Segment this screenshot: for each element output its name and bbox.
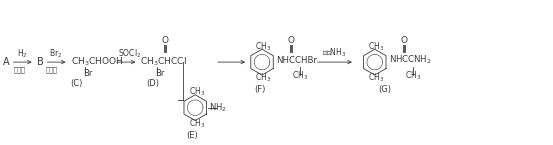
Text: SOCl$_2$: SOCl$_2$ [118, 48, 142, 60]
Text: Br: Br [84, 69, 93, 78]
Text: CH$_3$: CH$_3$ [368, 40, 384, 52]
Text: 催化剂: 催化剂 [14, 67, 25, 73]
Text: CH$_3$: CH$_3$ [255, 40, 271, 52]
Text: (E): (E) [186, 131, 198, 140]
Text: O: O [288, 36, 294, 45]
Text: NHCCNH$_2$: NHCCNH$_2$ [389, 54, 431, 66]
Text: (F): (F) [254, 85, 266, 94]
Text: Br$_2$: Br$_2$ [49, 48, 62, 60]
Text: Br: Br [155, 69, 165, 78]
Text: CH$_3$: CH$_3$ [255, 72, 271, 84]
Text: H$_2$: H$_2$ [17, 48, 27, 60]
Text: NHCCHBr: NHCCHBr [276, 56, 317, 65]
Text: O: O [400, 36, 407, 45]
Text: B: B [36, 57, 43, 67]
Text: (C): (C) [70, 79, 83, 88]
Text: (G): (G) [378, 85, 391, 94]
Text: CH$_3$CHOOH: CH$_3$CHOOH [71, 56, 123, 68]
Text: (D): (D) [146, 79, 159, 88]
Text: CH$_3$: CH$_3$ [368, 72, 384, 84]
Text: CH$_3$: CH$_3$ [405, 70, 421, 82]
Text: O: O [162, 36, 169, 45]
Text: A: A [3, 57, 9, 67]
Text: CH$_3$CHCCl: CH$_3$CHCCl [140, 56, 187, 68]
Text: NH$_2$: NH$_2$ [209, 101, 227, 114]
Text: 过量NH$_3$: 过量NH$_3$ [322, 47, 346, 59]
Text: CH$_3$: CH$_3$ [189, 117, 205, 130]
Text: CH$_3$: CH$_3$ [292, 70, 308, 82]
Text: 催化剂: 催化剂 [45, 67, 58, 73]
Text: CH$_3$: CH$_3$ [189, 86, 205, 98]
